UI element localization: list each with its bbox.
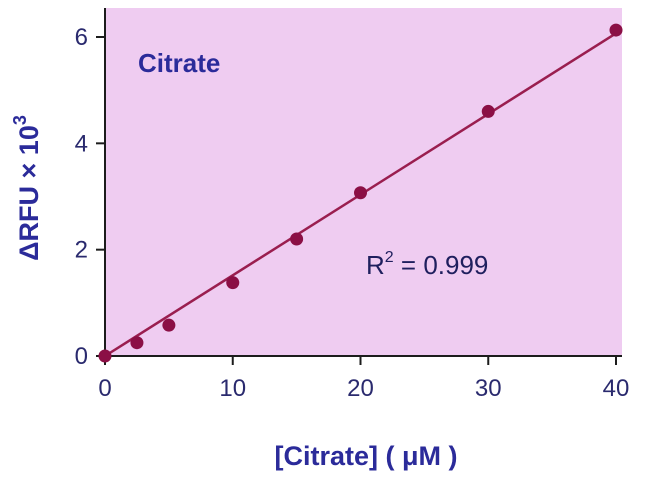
y-axis-title-exponent: 3 — [10, 115, 30, 125]
y-axis-title-group: ΔRFU × 103 — [10, 115, 44, 261]
y-tick-label: 4 — [75, 130, 88, 157]
data-point — [290, 232, 304, 246]
x-tick-label: 20 — [347, 375, 374, 402]
data-point — [98, 349, 112, 363]
x-tick-label: 40 — [603, 375, 630, 402]
plot-area — [105, 8, 622, 356]
data-point — [130, 336, 144, 350]
data-point — [354, 186, 367, 200]
y-axis-title-text: ΔRFU × 10 — [14, 125, 44, 261]
r-squared-symbol: R — [366, 250, 385, 280]
data-point — [609, 23, 623, 37]
r-squared-value: = 0.999 — [394, 250, 489, 280]
r-squared-annotation: R2 = 0.999 — [366, 249, 488, 280]
x-tick-label: 30 — [475, 375, 502, 402]
data-point — [226, 276, 240, 290]
series-label: Citrate — [138, 48, 220, 78]
data-point — [481, 104, 495, 118]
y-tick-label: 0 — [75, 343, 88, 370]
y-tick-label: 2 — [75, 237, 88, 264]
x-tick-label: 0 — [98, 375, 111, 402]
x-axis-title: [Citrate] ( μM ) — [274, 441, 457, 471]
x-tick-label: 10 — [219, 375, 246, 402]
data-point — [162, 318, 176, 332]
y-axis-title: ΔRFU × 103 — [10, 115, 44, 261]
r-squared-exponent: 2 — [385, 249, 394, 266]
y-tick-label: 6 — [75, 24, 88, 51]
